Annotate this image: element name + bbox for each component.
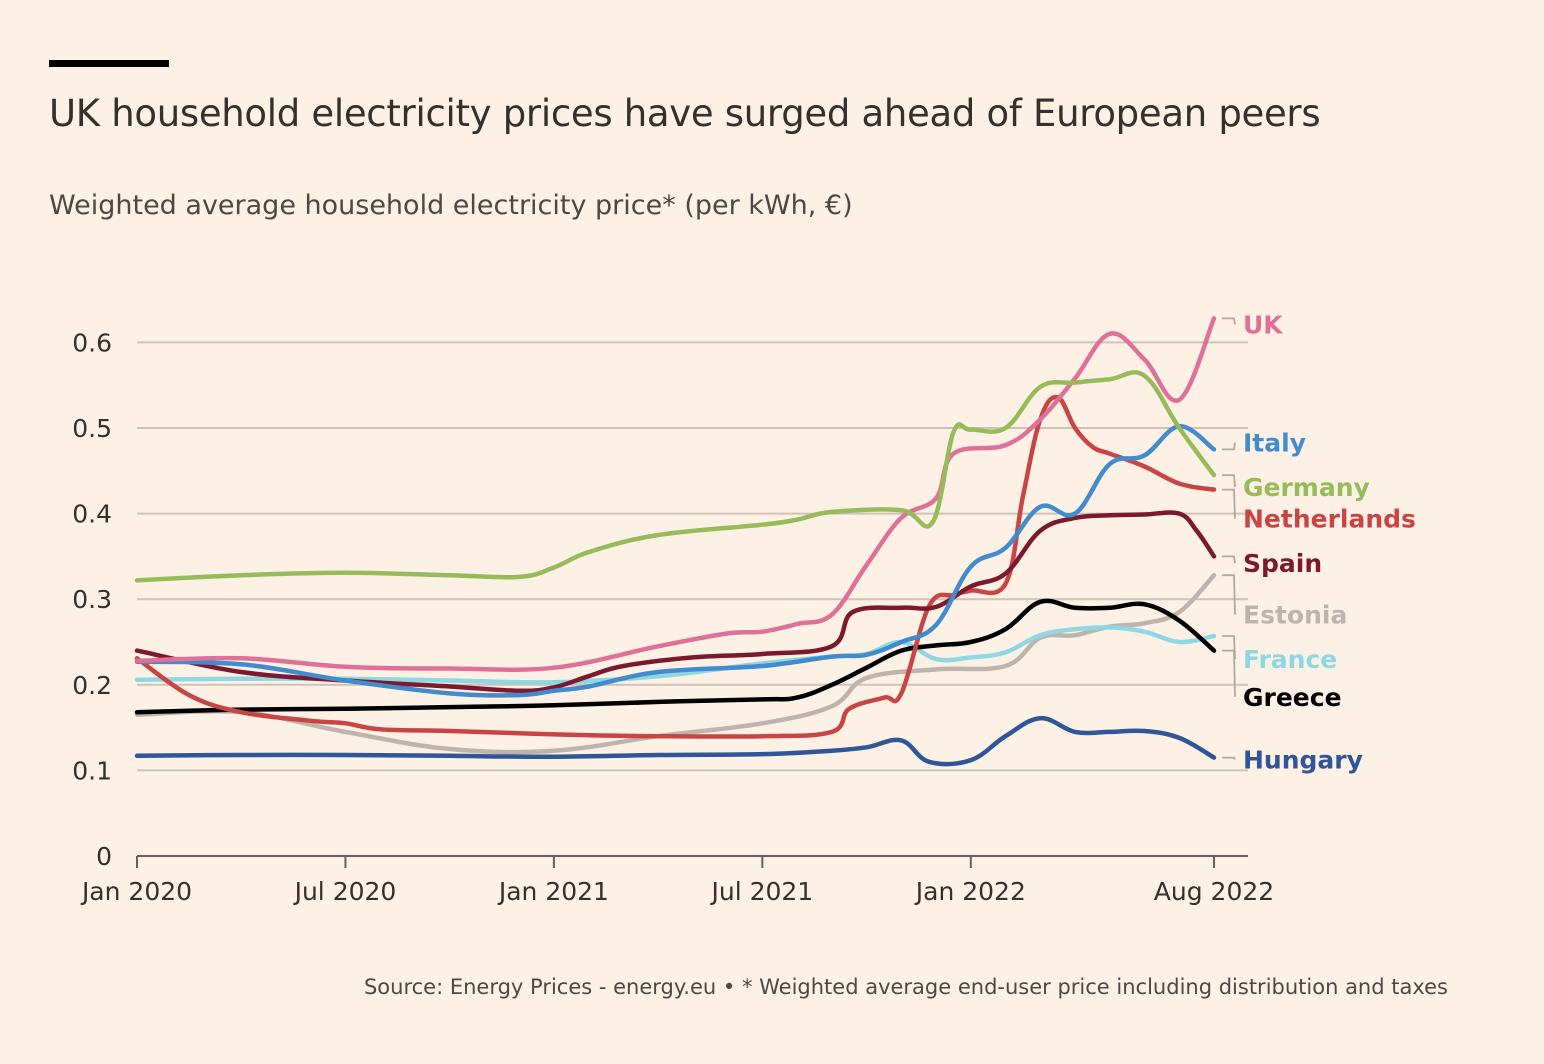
- y-tick-label: 0.5: [72, 414, 112, 443]
- series-line-hungary: [134, 715, 1217, 767]
- series-lines: [134, 316, 1217, 767]
- y-tick-label: 0.4: [72, 500, 112, 529]
- chart-subtitle: Weighted average household electricity p…: [49, 190, 853, 221]
- series-label-estonia: Estonia: [1243, 601, 1347, 630]
- series-line-italy: [134, 424, 1217, 698]
- x-tick-label: Jan 2022: [914, 877, 1026, 906]
- y-tick-label: 0: [96, 842, 112, 871]
- x-tick-label: Jul 2020: [293, 877, 397, 906]
- series-line-spain: [134, 510, 1217, 694]
- x-tick-label: Jul 2021: [709, 877, 813, 906]
- y-tick-label: 0.1: [72, 756, 112, 785]
- title-rule: [49, 60, 169, 67]
- leader-line-germany: [1222, 474, 1236, 488]
- x-tick-label: Jan 2021: [497, 877, 609, 906]
- leader-line-uk: [1222, 317, 1236, 325]
- series-labels: Estonia France Hungary Greece Netherlands Spa…: [1222, 310, 1416, 774]
- series-line-greece: [134, 598, 1217, 715]
- leader-line-hungary: [1222, 756, 1236, 760]
- leader-line-netherlands: [1222, 488, 1236, 519]
- series-label-greece: Greece: [1243, 683, 1342, 712]
- leader-line-estonia: [1222, 574, 1236, 615]
- series-label-uk: UK: [1243, 310, 1284, 339]
- gridlines: [137, 341, 1248, 772]
- x-axis: Jan 2020 Jul 2020 Jan 2021 Jul 2021 Jan 2022…: [80, 855, 1274, 906]
- x-tick-label: Aug 2022: [1154, 877, 1274, 906]
- chart-title: UK household electricity prices have sur…: [49, 92, 1321, 135]
- source-note: Source: Energy Prices - energy.eu • * We…: [363, 975, 1448, 999]
- series-label-hungary: Hungary: [1243, 745, 1363, 774]
- series-line-netherlands: [134, 394, 1217, 739]
- leader-line-spain: [1222, 555, 1236, 564]
- leader-line-italy: [1222, 442, 1236, 451]
- leader-line-france: [1222, 635, 1236, 660]
- y-tick-label: 0.2: [72, 671, 112, 700]
- series-label-germany: Germany: [1243, 473, 1370, 502]
- leader-line-greece: [1222, 649, 1236, 697]
- series-label-italy: Italy: [1243, 429, 1306, 458]
- series-line-germany: [134, 370, 1217, 583]
- y-axis: 0 0.1 0.2 0.3 0.4 0.5 0.6: [72, 328, 112, 871]
- series-label-netherlands: Netherlands: [1243, 505, 1416, 534]
- series-label-spain: Spain: [1243, 549, 1322, 578]
- y-tick-label: 0.3: [72, 585, 112, 614]
- x-tick-label: Jan 2020: [80, 877, 192, 906]
- series-line-uk: [134, 316, 1217, 673]
- y-tick-label: 0.6: [72, 328, 112, 357]
- series-label-france: France: [1243, 645, 1337, 674]
